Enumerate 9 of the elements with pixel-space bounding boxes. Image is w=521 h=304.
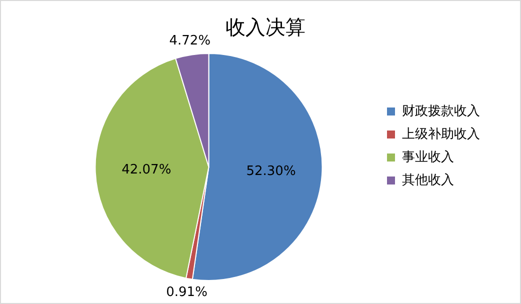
data-label: 4.72%	[169, 33, 211, 48]
legend-label: 上级补助收入	[402, 126, 480, 142]
legend-label: 事业收入	[402, 150, 454, 165]
data-label: 52.30%	[246, 164, 296, 179]
legend-label: 财政拨款收入	[402, 104, 480, 119]
legend-label: 其他收入	[402, 172, 454, 188]
data-label: 42.07%	[122, 162, 172, 178]
chart-title: 收入决算	[226, 15, 306, 40]
data-label: 0.91%	[166, 284, 208, 300]
